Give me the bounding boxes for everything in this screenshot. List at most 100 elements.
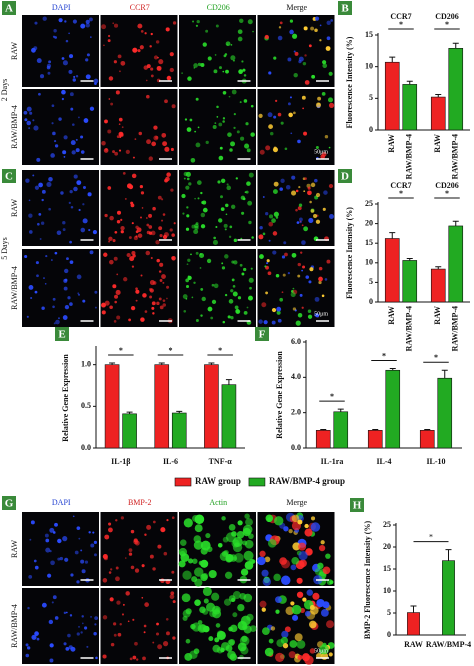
cell bbox=[136, 658, 139, 661]
cell bbox=[152, 206, 156, 211]
cell bbox=[78, 625, 80, 628]
cell bbox=[275, 273, 280, 278]
cell bbox=[115, 289, 121, 295]
cell bbox=[322, 63, 328, 69]
cell bbox=[146, 524, 152, 530]
cell bbox=[156, 65, 162, 71]
cell bbox=[155, 632, 160, 636]
cell bbox=[68, 69, 73, 74]
y-tick-label: 0.5 bbox=[81, 401, 91, 410]
cell bbox=[203, 598, 209, 604]
cell bbox=[134, 138, 137, 141]
cell bbox=[310, 516, 316, 521]
cell bbox=[197, 62, 202, 67]
cell bbox=[162, 213, 166, 216]
y-tick-label: 6.0 bbox=[291, 337, 301, 346]
cell bbox=[189, 118, 193, 122]
cell bbox=[268, 71, 272, 75]
cell bbox=[69, 614, 73, 617]
x-tick-label: RAW bbox=[433, 306, 442, 325]
cell bbox=[275, 596, 282, 604]
cell bbox=[230, 43, 233, 46]
cell bbox=[280, 121, 284, 125]
panel-label: A bbox=[5, 3, 13, 15]
cell bbox=[130, 565, 135, 570]
column-header: Merge bbox=[286, 3, 307, 12]
cell bbox=[57, 538, 62, 544]
bar bbox=[430, 96, 446, 131]
category-label: RAW bbox=[404, 640, 423, 649]
cell bbox=[266, 259, 270, 263]
cell bbox=[64, 268, 69, 274]
cell bbox=[233, 260, 238, 265]
cell bbox=[27, 606, 30, 610]
cell bbox=[108, 240, 111, 243]
cell bbox=[181, 593, 191, 603]
cell bbox=[220, 207, 225, 211]
cell bbox=[214, 637, 220, 643]
cell bbox=[62, 150, 67, 155]
cell bbox=[194, 567, 204, 577]
cell bbox=[233, 126, 236, 130]
cell bbox=[172, 636, 176, 640]
cell bbox=[288, 112, 293, 118]
cell bbox=[321, 92, 326, 96]
cell bbox=[78, 537, 81, 540]
panel-label: H bbox=[353, 500, 362, 512]
cell bbox=[291, 175, 296, 180]
cell bbox=[76, 526, 81, 530]
cell bbox=[102, 654, 107, 659]
cell bbox=[28, 285, 34, 290]
cell bbox=[208, 569, 217, 579]
cell bbox=[200, 314, 203, 317]
cell bbox=[224, 228, 227, 231]
cell bbox=[267, 539, 277, 548]
cell bbox=[163, 551, 168, 556]
cell bbox=[194, 225, 199, 230]
cell bbox=[215, 24, 219, 28]
cell bbox=[215, 225, 218, 228]
cell bbox=[64, 278, 68, 282]
micrograph bbox=[179, 89, 256, 165]
cell bbox=[232, 285, 236, 288]
cell bbox=[83, 118, 89, 123]
cell bbox=[322, 60, 327, 65]
legend-swatch bbox=[248, 477, 266, 487]
cell bbox=[212, 124, 217, 129]
error-bar bbox=[406, 257, 413, 261]
cell bbox=[34, 565, 39, 570]
cell bbox=[272, 189, 278, 195]
error-bar bbox=[389, 56, 396, 63]
cell bbox=[128, 184, 134, 190]
error-bar bbox=[126, 411, 133, 414]
cell bbox=[270, 626, 276, 631]
cell bbox=[113, 320, 117, 323]
cell bbox=[165, 631, 170, 636]
significance-mark: * bbox=[169, 346, 173, 355]
cell bbox=[239, 654, 244, 660]
cell bbox=[222, 320, 226, 324]
cell bbox=[52, 297, 56, 301]
cell bbox=[309, 604, 315, 611]
bar bbox=[442, 560, 455, 636]
cell bbox=[273, 56, 277, 60]
cell bbox=[119, 136, 122, 138]
cell bbox=[36, 58, 42, 64]
cell bbox=[165, 617, 169, 621]
cell bbox=[131, 250, 136, 256]
cell bbox=[195, 251, 199, 255]
cell bbox=[146, 139, 151, 145]
error-bar bbox=[320, 428, 327, 431]
cell bbox=[208, 636, 214, 642]
micrograph bbox=[22, 512, 99, 586]
cell bbox=[183, 177, 186, 180]
y-tick-label: 1.0 bbox=[81, 359, 91, 368]
cell bbox=[62, 60, 68, 66]
cell bbox=[71, 150, 76, 155]
cell bbox=[240, 646, 249, 655]
cell bbox=[26, 106, 32, 112]
cell bbox=[307, 309, 312, 314]
cell bbox=[262, 232, 266, 236]
cell bbox=[287, 272, 291, 275]
cell bbox=[75, 138, 78, 141]
